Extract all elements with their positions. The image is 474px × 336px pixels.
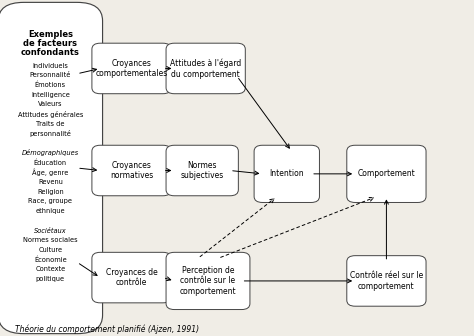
- Text: Valeurs: Valeurs: [38, 101, 63, 108]
- Text: Théorie du comportement planifié (Ajzen, 1991): Théorie du comportement planifié (Ajzen,…: [15, 324, 199, 334]
- Text: Revenu: Revenu: [38, 179, 63, 185]
- Text: de facteurs: de facteurs: [23, 39, 77, 48]
- Text: Individuels: Individuels: [33, 62, 68, 69]
- Text: personnalité: personnalité: [29, 130, 72, 137]
- Text: Culture: Culture: [38, 247, 63, 253]
- Text: Croyances
normatives: Croyances normatives: [110, 161, 153, 180]
- Text: Démographiques: Démographiques: [22, 150, 79, 157]
- Text: Exemples: Exemples: [28, 30, 73, 39]
- Text: Éducation: Éducation: [34, 159, 67, 166]
- Text: Économie: Économie: [34, 256, 67, 263]
- Text: Perception de
contrôle sur le
comportement: Perception de contrôle sur le comporteme…: [180, 266, 237, 296]
- Text: Normes sociales: Normes sociales: [23, 237, 78, 243]
- Text: Émotions: Émotions: [35, 82, 66, 88]
- Text: politique: politique: [36, 276, 65, 282]
- FancyBboxPatch shape: [347, 145, 426, 203]
- FancyBboxPatch shape: [166, 43, 246, 94]
- FancyBboxPatch shape: [254, 145, 319, 203]
- Text: Religion: Religion: [37, 189, 64, 195]
- Text: Attitudes générales: Attitudes générales: [18, 111, 83, 118]
- Text: confondants: confondants: [21, 48, 80, 57]
- Text: Intelligence: Intelligence: [31, 92, 70, 98]
- Text: Traits de: Traits de: [36, 121, 64, 127]
- Text: Attitudes à l'égard
du comportement: Attitudes à l'égard du comportement: [170, 58, 241, 79]
- Text: Race, groupe: Race, groupe: [28, 199, 73, 205]
- Text: Normes
subjectives: Normes subjectives: [181, 161, 224, 180]
- Text: ethnique: ethnique: [36, 208, 65, 214]
- FancyBboxPatch shape: [92, 145, 171, 196]
- FancyBboxPatch shape: [166, 252, 250, 309]
- FancyBboxPatch shape: [92, 252, 171, 303]
- FancyBboxPatch shape: [0, 2, 102, 334]
- Text: Contexte: Contexte: [35, 266, 65, 272]
- FancyBboxPatch shape: [347, 256, 426, 306]
- Text: Comportement: Comportement: [357, 169, 415, 178]
- Text: Âge, genre: Âge, genre: [32, 169, 69, 176]
- Text: Contrôle réel sur le
comportement: Contrôle réel sur le comportement: [350, 271, 423, 291]
- Text: Croyances de
contrôle: Croyances de contrôle: [106, 268, 157, 288]
- FancyBboxPatch shape: [92, 43, 171, 94]
- Text: Croyances
comportementales: Croyances comportementales: [95, 58, 168, 78]
- Text: Intention: Intention: [269, 169, 304, 178]
- Text: Personnalité: Personnalité: [30, 72, 71, 78]
- Text: Sociétaux: Sociétaux: [34, 227, 67, 234]
- FancyBboxPatch shape: [166, 145, 238, 196]
